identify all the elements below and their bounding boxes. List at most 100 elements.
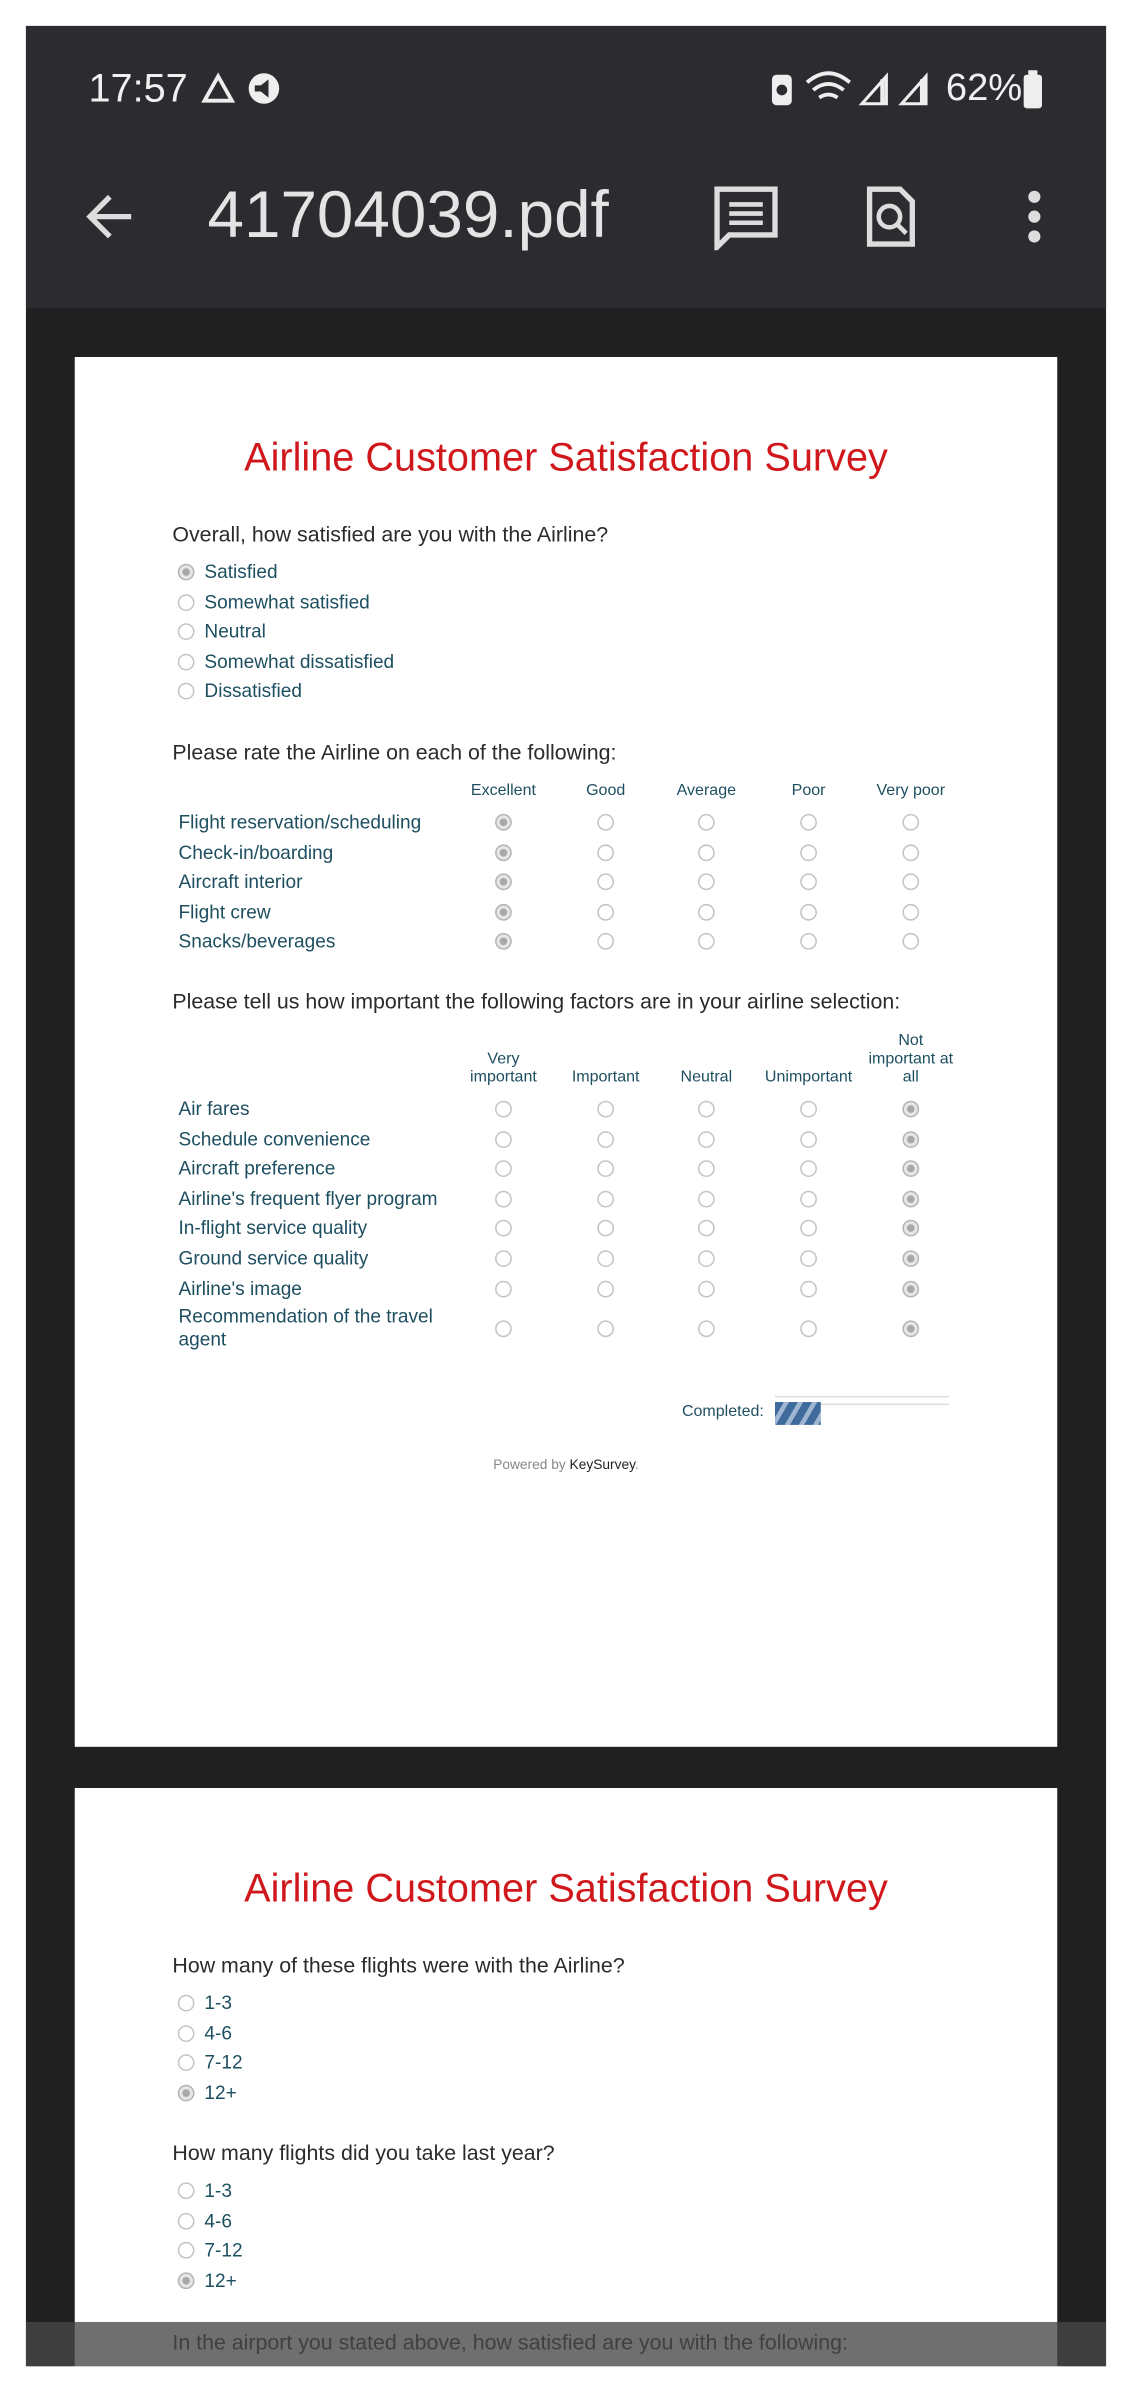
radio-button[interactable] [597, 1250, 615, 1268]
radio-button[interactable] [697, 813, 715, 831]
radio-button[interactable] [697, 933, 715, 951]
menu-button[interactable] [1022, 189, 1046, 247]
radio-button[interactable] [697, 1100, 715, 1118]
radio-button[interactable] [902, 933, 920, 951]
option-label: 7-12 [204, 2239, 243, 2261]
option-label: Neutral [204, 620, 266, 643]
radio-button[interactable] [495, 903, 512, 921]
radio-button[interactable] [902, 1220, 920, 1238]
radio-button[interactable] [177, 652, 195, 670]
option-label: 12+ [204, 2081, 237, 2104]
radio-button[interactable] [597, 933, 615, 951]
option-label: 4-6 [204, 2209, 233, 2232]
row-label: Flight crew [178, 901, 271, 923]
radio-button[interactable] [597, 1130, 615, 1148]
radio-button[interactable] [495, 933, 512, 951]
radio-button[interactable] [800, 933, 817, 951]
radio-button[interactable] [902, 1130, 920, 1148]
radio-button[interactable] [597, 1160, 615, 1178]
radio-button[interactable] [177, 2212, 195, 2229]
radio-button[interactable] [597, 1280, 615, 1297]
radio-button[interactable] [800, 1190, 817, 1208]
radio-button[interactable] [597, 1320, 615, 1338]
radio-button[interactable] [597, 1100, 615, 1118]
radio-button[interactable] [902, 873, 920, 891]
radio-button[interactable] [495, 1100, 512, 1118]
radio-button[interactable] [597, 813, 615, 831]
back-button[interactable] [79, 186, 140, 247]
row-label: Air fares [178, 1098, 250, 1120]
radio-button[interactable] [177, 623, 195, 640]
radio-button[interactable] [800, 1160, 817, 1178]
radio-button[interactable] [597, 843, 615, 861]
radio-button[interactable] [177, 563, 195, 581]
radio-button[interactable] [697, 903, 715, 921]
radio-button[interactable] [495, 1130, 512, 1148]
radio-button[interactable] [800, 1220, 817, 1238]
radio-button[interactable] [177, 1994, 195, 2012]
radio-button[interactable] [800, 1130, 817, 1148]
radio-button[interactable] [902, 813, 920, 831]
radio-button[interactable] [495, 1160, 512, 1178]
radio-button[interactable] [495, 813, 512, 831]
radio-button[interactable] [697, 1250, 715, 1268]
radio-button[interactable] [177, 2054, 195, 2072]
radio-button[interactable] [177, 2271, 195, 2289]
radio-button[interactable] [800, 1280, 817, 1297]
radio-button[interactable] [597, 903, 615, 921]
status-signal-icons [771, 71, 928, 106]
radio-button[interactable] [177, 2241, 195, 2259]
radio-button[interactable] [495, 1250, 512, 1268]
radio-button[interactable] [697, 1280, 715, 1297]
radio-button[interactable] [902, 1100, 920, 1118]
radio-button[interactable] [177, 593, 195, 611]
column-header: Important [571, 1067, 640, 1087]
radio-button[interactable] [597, 1220, 615, 1238]
radio-button[interactable] [800, 1320, 817, 1338]
radio-button[interactable] [177, 682, 195, 700]
radio-button[interactable] [697, 1190, 715, 1208]
radio-button[interactable] [495, 843, 512, 861]
radio-button[interactable] [697, 1160, 715, 1178]
radio-button[interactable] [902, 843, 920, 861]
question-text: Overall, how satisfied are you with the … [172, 521, 609, 547]
comment-button[interactable] [711, 183, 781, 251]
radio-button[interactable] [902, 1250, 920, 1268]
row-label: Schedule convenience [178, 1128, 371, 1150]
radio-button[interactable] [495, 873, 512, 891]
row-label: Flight reservation/scheduling [178, 811, 422, 833]
radio-button[interactable] [597, 1190, 615, 1208]
option-label: Dissatisfied [204, 680, 302, 702]
radio-button[interactable] [177, 2182, 195, 2200]
radio-button[interactable] [495, 1280, 512, 1297]
radio-button[interactable] [697, 1320, 715, 1338]
radio-button[interactable] [495, 1220, 512, 1238]
radio-button[interactable] [495, 1190, 512, 1208]
radio-button[interactable] [800, 903, 817, 921]
radio-button[interactable] [800, 1250, 817, 1268]
radio-button[interactable] [902, 1190, 920, 1208]
radio-button[interactable] [697, 1220, 715, 1238]
radio-button[interactable] [800, 843, 817, 861]
radio-button[interactable] [800, 873, 817, 891]
radio-button[interactable] [902, 1320, 920, 1338]
option-label: Satisfied [204, 561, 278, 583]
radio-button[interactable] [902, 1160, 920, 1178]
row-label: Aircraft preference [178, 1158, 336, 1180]
radio-button[interactable] [177, 2024, 195, 2042]
radio-button[interactable] [597, 873, 615, 891]
radio-button[interactable] [495, 1320, 512, 1338]
radio-button[interactable] [800, 1100, 817, 1118]
radio-button[interactable] [177, 2083, 195, 2101]
radio-button[interactable] [902, 1280, 920, 1297]
radio-button[interactable] [800, 813, 817, 831]
radio-button[interactable] [697, 873, 715, 891]
top-bar [25, 25, 1107, 309]
radio-button[interactable] [902, 903, 920, 921]
progress-track [775, 1395, 949, 1406]
radio-button[interactable] [697, 843, 715, 861]
radio-button[interactable] [697, 1130, 715, 1148]
search-doc-button[interactable] [863, 183, 918, 250]
column-header: Poor [791, 781, 826, 800]
